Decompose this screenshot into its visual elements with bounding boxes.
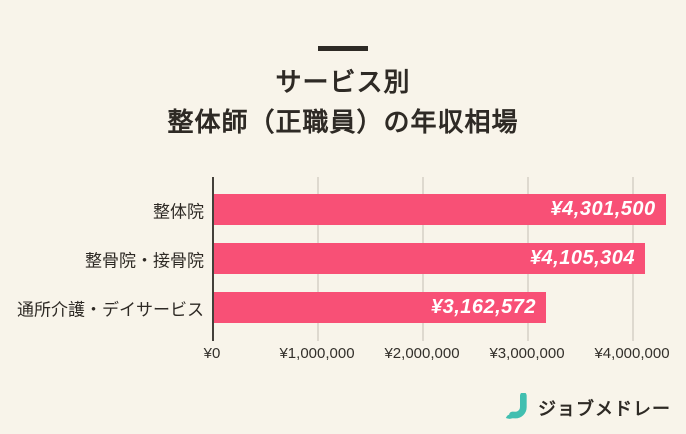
bar-value-label: ¥4,105,304 — [529, 247, 636, 269]
category-label: 整体院 — [153, 202, 204, 221]
category-label: 整骨院・接骨院 — [85, 251, 204, 270]
chart-title: サービス別 整体師（正職員）の年収相場 — [0, 62, 686, 142]
bar-value-label: ¥4,301,500 — [550, 198, 656, 220]
x-tick-label: ¥1,000,000 — [279, 345, 355, 362]
plot-area: ¥4,301,500 ¥4,105,304 ¥3,162,572 — [212, 177, 674, 341]
x-tick-label: ¥4,000,000 — [594, 345, 670, 362]
jobmedley-logo-icon — [505, 393, 527, 419]
bar-value-label: ¥3,162,572 — [430, 296, 537, 318]
jobmedley-logo-text: ジョブメドレー — [538, 399, 671, 419]
y-axis-line — [212, 177, 214, 341]
bar: ¥3,162,572 — [214, 292, 547, 323]
bar: ¥4,301,500 — [214, 194, 666, 225]
bar-chart: ¥4,301,500 ¥4,105,304 ¥3,162,572 ¥0 ¥1,000,… — [0, 177, 686, 372]
x-axis-ticks: ¥0 ¥1,000,000 ¥2,000,000 ¥3,000,000 ¥4,000,0… — [204, 345, 674, 365]
x-tick-label: ¥3,000,000 — [489, 345, 565, 362]
logo: ジョブメドレー — [504, 393, 671, 423]
bar: ¥4,105,304 — [214, 243, 646, 274]
x-tick-label: ¥2,000,000 — [384, 345, 460, 362]
category-label: 通所介護・デイサービス — [17, 300, 204, 319]
x-tick-label: ¥0 — [203, 345, 221, 362]
chart-title-line1: サービス別 — [275, 67, 411, 97]
chart-title-line2: 整体師（正職員）の年収相場 — [167, 107, 519, 137]
title-dash — [318, 46, 368, 51]
